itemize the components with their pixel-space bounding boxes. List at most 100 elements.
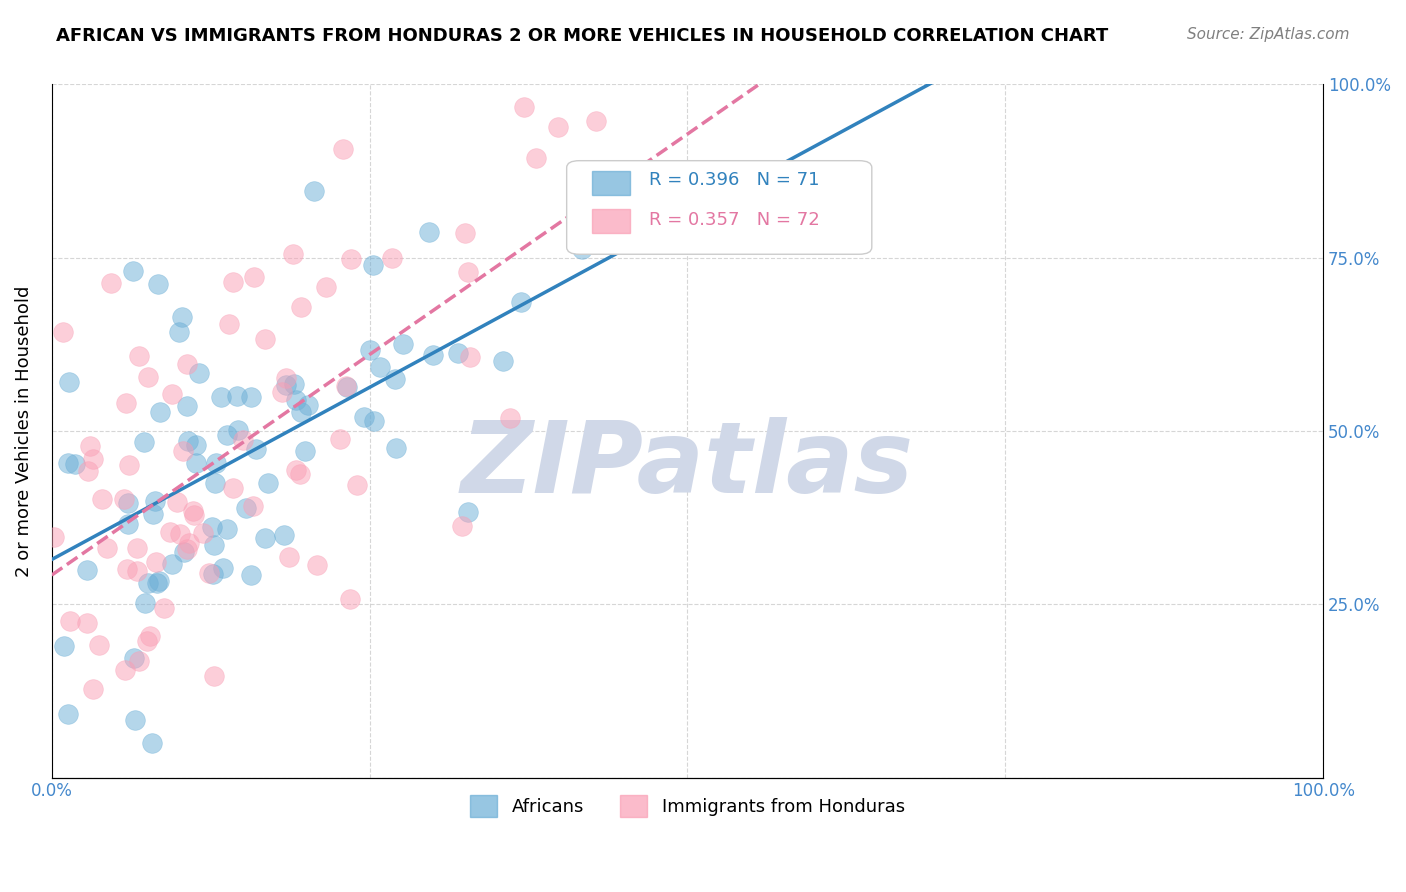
Point	[172, 310, 194, 325]
Point	[346, 477, 368, 491]
Point	[76, 615, 98, 630]
Point	[143, 493, 166, 508]
Point	[87, 638, 110, 652]
Point	[226, 389, 249, 403]
Point	[114, 492, 136, 507]
Text: R = 0.396   N = 71: R = 0.396 N = 71	[650, 171, 820, 189]
Point	[128, 654, 150, 668]
Point	[58, 375, 80, 389]
Point	[201, 520, 224, 534]
Point	[183, 508, 205, 522]
Point	[82, 452, 104, 467]
Point	[118, 458, 141, 472]
Point	[128, 349, 150, 363]
Point	[146, 576, 169, 591]
Point	[115, 395, 138, 409]
Point	[221, 481, 243, 495]
Point	[204, 475, 226, 490]
Point	[114, 663, 136, 677]
Point	[392, 336, 415, 351]
Text: ZIPatlas: ZIPatlas	[461, 417, 914, 514]
Point	[183, 504, 205, 518]
Point	[284, 463, 307, 477]
Point	[235, 500, 257, 515]
Point	[76, 563, 98, 577]
Point	[177, 536, 200, 550]
Point	[278, 549, 301, 564]
Point	[340, 252, 363, 266]
Point	[385, 441, 408, 455]
Point	[499, 411, 522, 425]
Point	[302, 184, 325, 198]
Point	[176, 434, 198, 449]
Point	[134, 596, 156, 610]
Point	[100, 277, 122, 291]
Point	[202, 566, 225, 581]
Point	[82, 681, 104, 696]
Text: AFRICAN VS IMMIGRANTS FROM HONDURAS 2 OR MORE VEHICLES IN HOUSEHOLD CORRELATION : AFRICAN VS IMMIGRANTS FROM HONDURAS 2 OR…	[56, 27, 1108, 45]
Point	[460, 351, 482, 365]
Point	[205, 456, 228, 470]
Point	[450, 518, 472, 533]
Point	[188, 366, 211, 380]
Point	[243, 270, 266, 285]
Point	[274, 378, 297, 392]
Point	[240, 568, 263, 582]
Point	[145, 555, 167, 569]
Point	[380, 251, 402, 265]
Point	[146, 277, 169, 291]
Point	[290, 300, 312, 314]
Point	[142, 507, 165, 521]
Point	[290, 405, 312, 419]
Point	[204, 537, 226, 551]
Point	[273, 528, 295, 542]
Point	[125, 564, 148, 578]
Point	[117, 496, 139, 510]
Point	[198, 566, 221, 581]
Point	[339, 592, 361, 607]
Text: R = 0.357   N = 72: R = 0.357 N = 72	[650, 211, 820, 228]
Point	[135, 634, 157, 648]
Point	[139, 629, 162, 643]
Point	[191, 525, 214, 540]
Point	[186, 438, 208, 452]
Point	[77, 464, 100, 478]
Point	[166, 495, 188, 509]
Point	[173, 545, 195, 559]
Point	[52, 639, 75, 653]
Point	[141, 736, 163, 750]
Point	[125, 541, 148, 555]
Point	[152, 601, 174, 615]
Legend: Africans, Immigrants from Honduras: Africans, Immigrants from Honduras	[463, 788, 912, 824]
Point	[239, 390, 262, 404]
Point	[226, 423, 249, 437]
Point	[159, 524, 181, 539]
Point	[285, 393, 308, 408]
Point	[454, 226, 477, 240]
Point	[63, 457, 86, 471]
Text: Source: ZipAtlas.com: Source: ZipAtlas.com	[1187, 27, 1350, 42]
Point	[307, 558, 329, 572]
Point	[276, 370, 298, 384]
Point	[524, 151, 547, 165]
Point	[336, 380, 359, 394]
Point	[91, 491, 114, 506]
Point	[384, 372, 406, 386]
Point	[209, 390, 232, 404]
Point	[149, 405, 172, 419]
Point	[315, 280, 337, 294]
Point	[44, 530, 66, 544]
FancyBboxPatch shape	[567, 161, 872, 254]
Point	[124, 713, 146, 727]
Point	[176, 399, 198, 413]
Point	[363, 414, 385, 428]
Point	[56, 456, 79, 470]
Point	[167, 326, 190, 340]
Point	[446, 346, 468, 360]
Point	[492, 353, 515, 368]
Point	[512, 100, 534, 114]
Point	[160, 557, 183, 571]
Point	[79, 439, 101, 453]
Point	[162, 387, 184, 401]
Point	[457, 505, 479, 519]
